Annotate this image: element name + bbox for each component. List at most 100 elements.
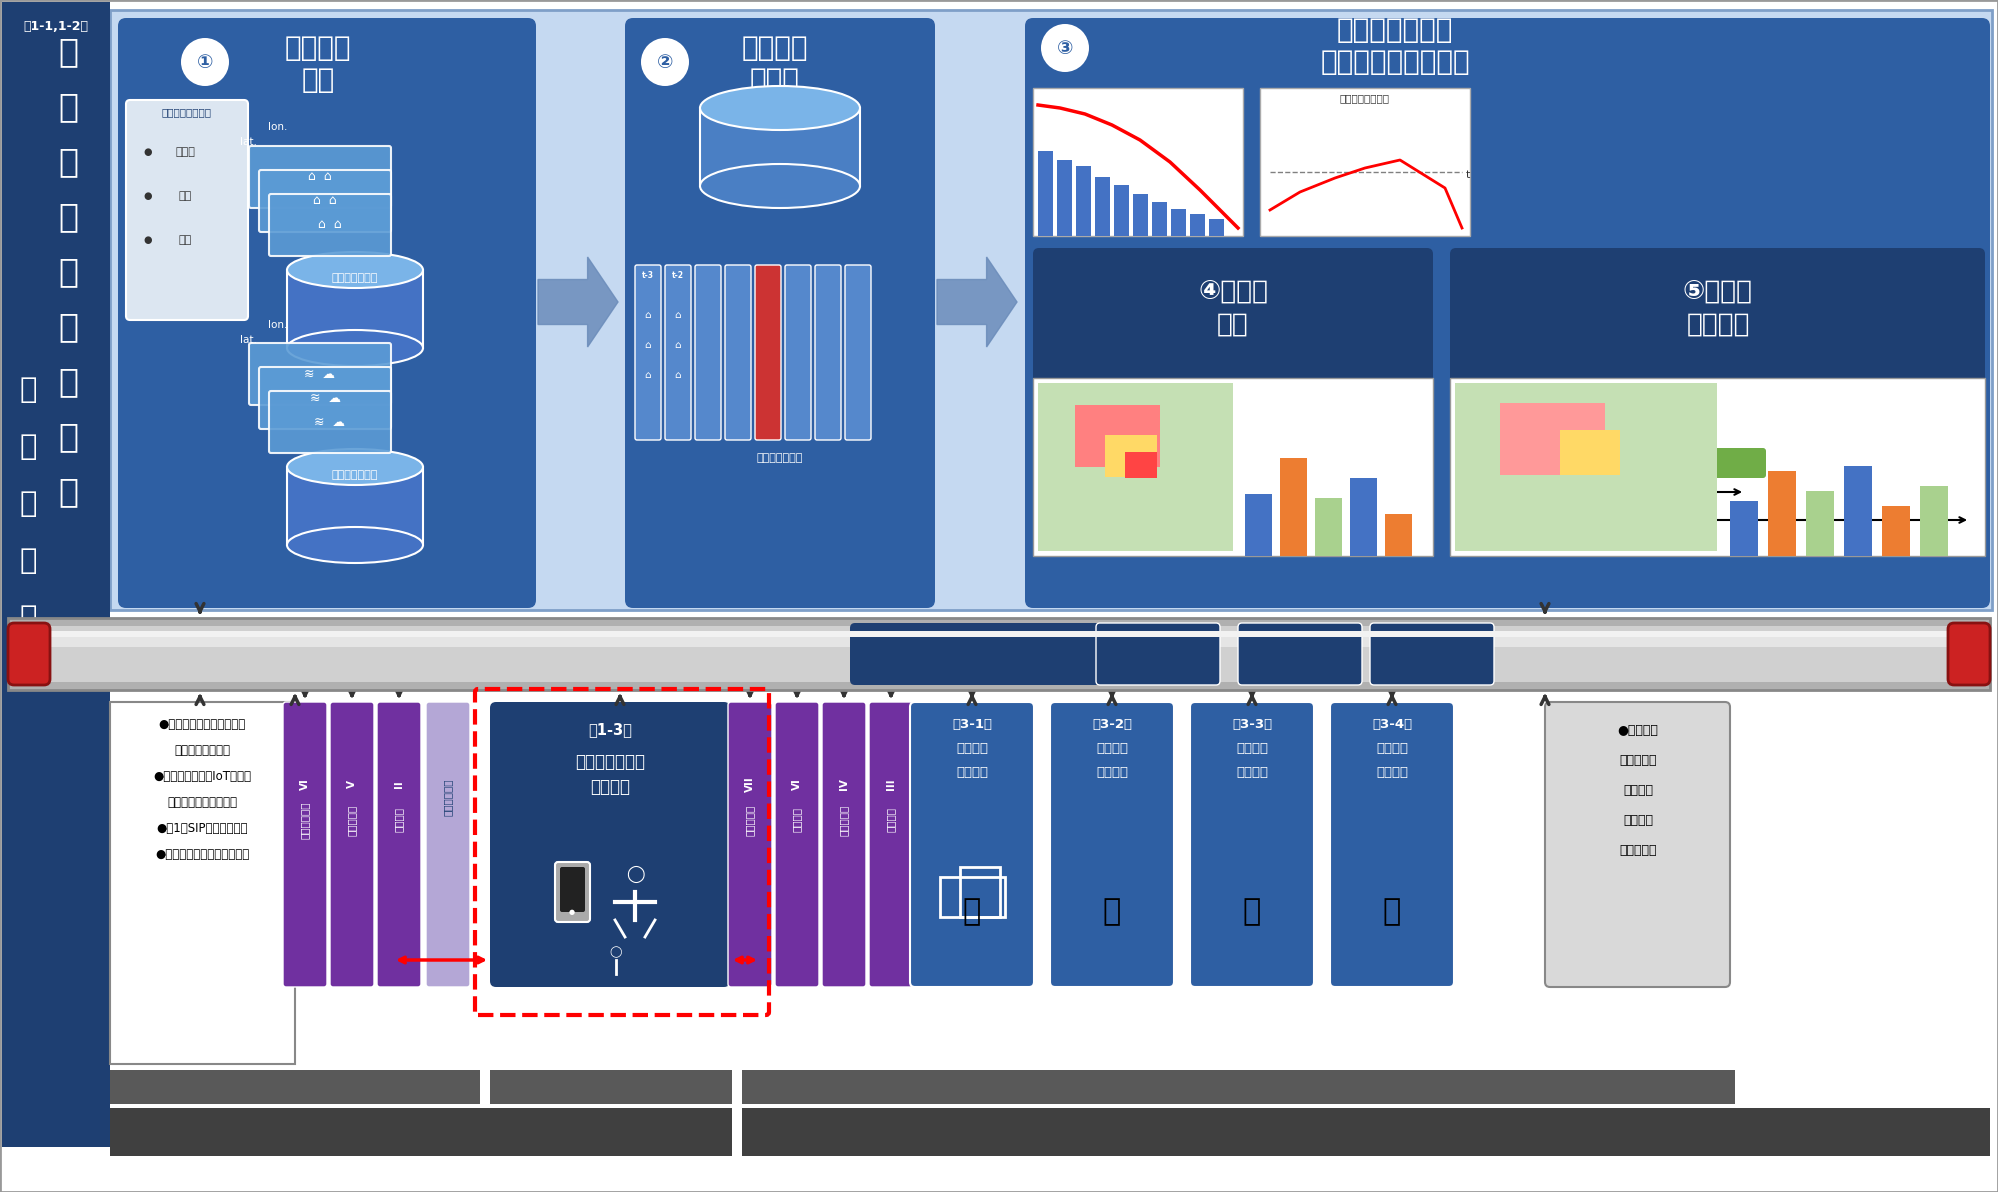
Bar xyxy=(1451,378,1984,555)
FancyBboxPatch shape xyxy=(270,194,392,256)
FancyBboxPatch shape xyxy=(8,623,50,685)
Text: ①: ① xyxy=(196,52,214,72)
FancyBboxPatch shape xyxy=(1051,702,1175,987)
FancyBboxPatch shape xyxy=(270,391,392,453)
Text: 避難・緊急活動: 避難・緊急活動 xyxy=(1325,1123,1407,1142)
Text: 災害動態: 災害動態 xyxy=(741,35,809,62)
Text: 緊急活動: 緊急活動 xyxy=(1796,507,1824,517)
Text: ⌂: ⌂ xyxy=(645,340,651,350)
Bar xyxy=(1920,486,1948,555)
Bar xyxy=(1171,209,1187,236)
Text: 地下水利用: 地下水利用 xyxy=(839,805,849,836)
Text: スーパー台風: スーパー台風 xyxy=(300,801,310,839)
Text: ●: ● xyxy=(144,191,152,201)
FancyBboxPatch shape xyxy=(284,702,328,987)
Text: 解析技術: 解析技術 xyxy=(955,765,987,778)
Bar xyxy=(1105,435,1157,477)
Text: ●地震・火山・降雨等の各: ●地震・火山・降雨等の各 xyxy=(158,718,246,731)
FancyBboxPatch shape xyxy=(821,702,865,987)
FancyBboxPatch shape xyxy=(555,862,589,921)
Text: 移動体: 移動体 xyxy=(1419,648,1447,664)
Text: t-2: t-2 xyxy=(671,271,683,279)
Text: 【3-2】: 【3-2】 xyxy=(1093,718,1133,731)
Text: 【3-3】: 【3-3】 xyxy=(1233,718,1273,731)
Text: 援: 援 xyxy=(58,476,78,509)
Text: ⌂: ⌂ xyxy=(855,370,861,380)
FancyBboxPatch shape xyxy=(250,145,392,207)
Text: ボトルネック検出: ボトルネック検出 xyxy=(1341,93,1391,103)
Text: の各種個: の各種個 xyxy=(1622,813,1652,826)
Text: 【3-4】: 【3-4】 xyxy=(1373,718,1413,731)
Ellipse shape xyxy=(699,164,859,207)
Bar xyxy=(2,2,110,1147)
Bar xyxy=(1500,403,1604,474)
Bar xyxy=(1455,383,1716,551)
Text: 避難支援: 避難支援 xyxy=(1592,479,1618,489)
Bar xyxy=(490,1070,731,1104)
Text: 支援技術: 支援技術 xyxy=(1237,765,1269,778)
Bar xyxy=(8,631,1990,637)
Text: VI: VI xyxy=(300,778,310,790)
Text: ⌂: ⌂ xyxy=(675,310,681,319)
Ellipse shape xyxy=(288,252,424,288)
FancyBboxPatch shape xyxy=(1331,702,1455,987)
Text: 【1-3】: 【1-3】 xyxy=(587,722,631,738)
Text: ⌂: ⌂ xyxy=(825,340,831,350)
Bar xyxy=(288,467,424,545)
Text: 🚢: 🚢 xyxy=(1103,898,1121,926)
Text: 支: 支 xyxy=(58,421,78,453)
Circle shape xyxy=(182,38,230,86)
Text: 線状降水帯: 線状降水帯 xyxy=(348,805,358,836)
Text: 動: 動 xyxy=(58,366,78,398)
Bar xyxy=(1315,498,1343,555)
Text: 【3-1】: 【3-1】 xyxy=(951,718,991,731)
Bar xyxy=(8,626,1990,682)
FancyBboxPatch shape xyxy=(845,265,871,440)
Ellipse shape xyxy=(288,330,424,366)
Bar xyxy=(1768,471,1796,555)
FancyBboxPatch shape xyxy=(635,265,661,440)
Text: t+2: t+2 xyxy=(791,271,805,279)
Text: 流通基盤: 流通基盤 xyxy=(589,778,629,796)
Bar xyxy=(1153,201,1167,236)
Text: ス: ス xyxy=(20,547,36,575)
Bar xyxy=(110,10,1992,610)
Text: 🚛: 🚛 xyxy=(963,898,981,926)
Bar xyxy=(1730,501,1758,555)
Text: V: V xyxy=(348,780,358,788)
Text: 警戒: 警戒 xyxy=(1566,457,1582,470)
Text: 政府(府省庁・関係機関)・自治体・指定公共機関・地域: 政府(府省庁・関係機関)・自治体・指定公共機関・地域 xyxy=(1127,1080,1349,1094)
Text: 衛星: 衛星 xyxy=(1149,648,1167,664)
Text: t+3: t+3 xyxy=(821,271,835,279)
Text: 災害動態データ: 災害動態データ xyxy=(757,453,803,462)
Text: 回復: 回復 xyxy=(1722,457,1738,470)
FancyBboxPatch shape xyxy=(1025,18,1990,608)
Text: 対話型災害情報: 対話型災害情報 xyxy=(575,753,645,771)
FancyBboxPatch shape xyxy=(1239,623,1363,685)
FancyBboxPatch shape xyxy=(727,702,771,987)
Text: ⌂  ⌂: ⌂ ⌂ xyxy=(318,218,342,231)
FancyBboxPatch shape xyxy=(1097,623,1221,685)
FancyBboxPatch shape xyxy=(785,265,811,440)
FancyBboxPatch shape xyxy=(330,702,374,987)
Text: 変換: 変換 xyxy=(1217,312,1249,339)
Text: lon.: lon. xyxy=(268,319,288,330)
Text: ●: ● xyxy=(144,147,152,157)
Text: ⌂: ⌂ xyxy=(735,340,741,350)
Bar xyxy=(939,877,1005,917)
Text: ⌂: ⌂ xyxy=(825,370,831,380)
Text: 支援技術: 支援技術 xyxy=(1377,765,1409,778)
Text: 物資供給: 物資供給 xyxy=(1377,741,1409,755)
Text: 観測: 観測 xyxy=(302,66,334,94)
Text: ⌂: ⌂ xyxy=(795,310,801,319)
Bar xyxy=(110,1070,480,1104)
Text: 経済復旧: 経済復旧 xyxy=(885,807,895,832)
Text: SiP: SiP xyxy=(509,634,589,677)
Text: 帰宅困難動向: 帰宅困難動向 xyxy=(444,778,454,815)
Text: 人流: 人流 xyxy=(178,191,192,201)
Bar xyxy=(1077,167,1091,236)
Bar xyxy=(1125,452,1157,478)
Text: から配信: から配信 xyxy=(1686,312,1750,339)
Text: ⌂: ⌂ xyxy=(645,310,651,319)
Circle shape xyxy=(1041,24,1089,72)
